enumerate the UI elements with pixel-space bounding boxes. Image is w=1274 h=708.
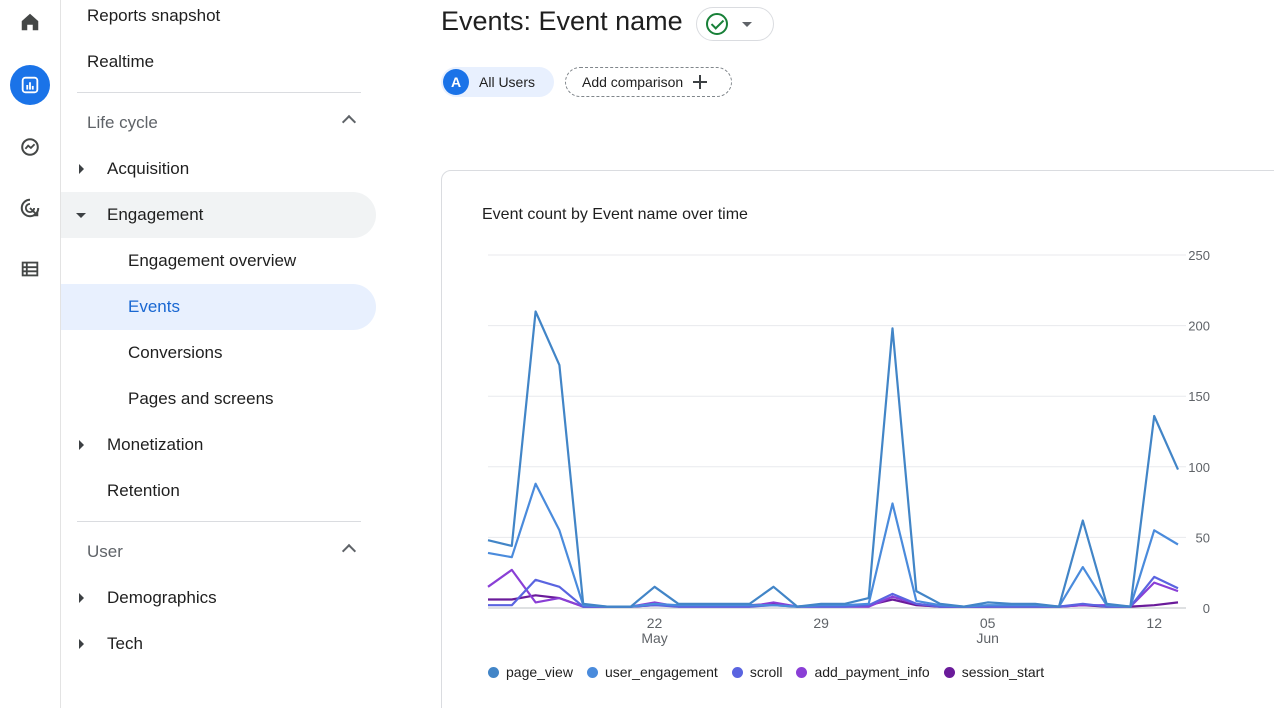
add-comparison-label: Add comparison (582, 74, 684, 90)
x-tick-label: 22 (647, 615, 663, 631)
legend-dot-icon (586, 666, 598, 678)
advertising-icon[interactable] (10, 188, 50, 228)
check-circle-icon (706, 13, 728, 35)
page-title: Events: Event name (441, 6, 683, 36)
nav-conversions[interactable]: Conversions (61, 330, 376, 376)
nav-acquisition-label: Acquisition (107, 159, 190, 178)
legend-label: scroll (749, 664, 783, 680)
nav-engagement[interactable]: Engagement (61, 192, 376, 238)
legend-dot-icon (488, 666, 499, 678)
configure-icon[interactable] (10, 249, 50, 289)
series-line-page-view[interactable] (487, 310, 1180, 608)
reports-icon[interactable] (10, 65, 50, 105)
report-status-dropdown[interactable] (696, 7, 774, 41)
legend-label: session_start (961, 664, 1045, 680)
legend-dot-icon (731, 666, 743, 678)
nav-tech-label: Tech (107, 634, 143, 653)
x-tick-month-label: Jun (976, 630, 999, 646)
legend-label: user_engagement (604, 664, 718, 680)
nav-reports-snapshot-label: Reports snapshot (87, 6, 221, 25)
chevron-up-icon (341, 543, 357, 559)
add-comparison-button[interactable]: Add comparison (565, 67, 732, 97)
y-tick-label: 200 (1188, 319, 1210, 334)
legend-dot-icon (796, 666, 808, 678)
legend-item-user-engagement[interactable]: user_engagement (586, 664, 718, 680)
nav-events[interactable]: Events (61, 284, 376, 330)
nav-monetization[interactable]: Monetization (61, 422, 376, 468)
x-tick-label: 29 (813, 615, 829, 631)
x-tick-label: 12 (1146, 615, 1162, 631)
section-user[interactable]: User (61, 529, 376, 575)
y-tick-label: 150 (1188, 389, 1210, 404)
divider (77, 92, 361, 93)
section-lifecycle[interactable]: Life cycle (61, 100, 376, 146)
series-line-user-engagement[interactable] (487, 482, 1179, 608)
nav-events-label: Events (128, 297, 180, 316)
nav-pages-and-screens[interactable]: Pages and screens (61, 376, 376, 422)
legend-item-scroll[interactable]: scroll (731, 664, 783, 680)
x-tick-month-label: May (641, 630, 667, 646)
section-lifecycle-label: Life cycle (87, 113, 158, 132)
nav-monetization-label: Monetization (107, 435, 204, 454)
y-tick-label: 0 (1203, 601, 1210, 616)
y-tick-label: 250 (1188, 248, 1210, 263)
nav-demographics-label: Demographics (107, 588, 217, 607)
users-avatar: A (443, 69, 469, 95)
nav-engagement-overview[interactable]: Engagement overview (61, 238, 376, 284)
nav-retention[interactable]: Retention (61, 468, 376, 514)
caret-right-icon (79, 639, 84, 649)
legend-item-session-start[interactable]: session_start (943, 664, 1045, 680)
caret-right-icon (79, 593, 84, 603)
nav-demographics[interactable]: Demographics (61, 575, 376, 621)
chart-card (441, 170, 1274, 708)
nav-engagement-overview-label: Engagement overview (128, 251, 297, 270)
nav-realtime-label: Realtime (87, 52, 155, 71)
nav-conversions-label: Conversions (128, 343, 223, 362)
caret-right-icon (79, 440, 84, 450)
chevron-up-icon (341, 114, 357, 130)
y-tick-label: 100 (1188, 460, 1210, 475)
y-tick-label: 50 (1196, 530, 1210, 545)
legend-item-page-view[interactable]: page_view (488, 664, 573, 680)
nav-engagement-label: Engagement (107, 205, 204, 224)
all-users-chip[interactable]: A All Users (441, 67, 554, 97)
report-navigation: Reports snapshot Realtime Life cycle Acq… (61, 0, 381, 708)
nav-acquisition[interactable]: Acquisition (61, 146, 376, 192)
nav-retention-label: Retention (107, 481, 180, 500)
dropdown-arrow-icon (742, 21, 752, 27)
series-line-add-payment-info[interactable] (487, 568, 1179, 608)
chart-title: Event count by Event name over time (482, 206, 748, 223)
nav-tech[interactable]: Tech (61, 621, 376, 667)
all-users-label: All Users (479, 74, 536, 90)
nav-pages-and-screens-label: Pages and screens (128, 389, 274, 408)
caret-down-icon (76, 213, 86, 218)
legend-label: add_payment_info (814, 664, 930, 680)
divider (77, 521, 361, 522)
nav-realtime[interactable]: Realtime (61, 39, 376, 85)
nav-reports-snapshot[interactable]: Reports snapshot (61, 0, 376, 39)
chart-legend: page_view user_engagement scroll add_paymen… (488, 664, 1058, 680)
legend-label: page_view (506, 664, 573, 680)
legend-item-add-payment-info[interactable]: add_payment_info (796, 664, 930, 680)
x-tick-label: 05 (980, 615, 996, 631)
explore-icon[interactable] (10, 127, 50, 167)
plus-icon (693, 75, 708, 89)
legend-dot-icon (943, 666, 955, 678)
left-rail (0, 0, 61, 708)
home-icon[interactable] (10, 2, 50, 42)
section-user-label: User (87, 542, 123, 561)
caret-right-icon (79, 164, 84, 174)
